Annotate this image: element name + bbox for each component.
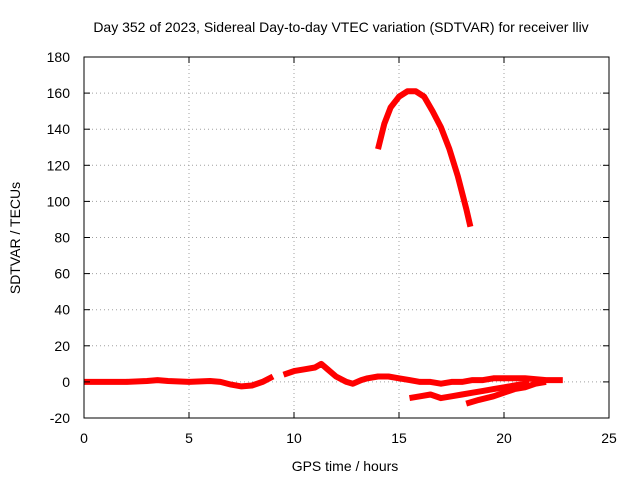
x-tick-label: 0: [80, 430, 88, 446]
y-tick-label: 80: [54, 230, 70, 246]
y-tick-label: 160: [47, 85, 71, 101]
y-tick-label: 0: [62, 374, 70, 390]
x-tick-label: 15: [391, 430, 407, 446]
x-tick-label: 25: [601, 430, 617, 446]
y-tick-label: 60: [54, 266, 70, 282]
plot-area: [84, 88, 563, 407]
grid-lines: [84, 57, 609, 418]
series-line-3: [408, 380, 530, 402]
y-tick-label: 120: [47, 157, 71, 173]
chart-title: Day 352 of 2023, Sidereal Day-to-day VTE…: [93, 19, 588, 35]
series-line-1: [84, 373, 275, 390]
x-tick-label: 5: [185, 430, 193, 446]
series-line-2: [282, 360, 563, 387]
y-tick-label: 100: [47, 193, 71, 209]
x-axis-label: GPS time / hours: [292, 458, 399, 474]
plot-frame: [83, 56, 610, 419]
x-tick-label: 20: [496, 430, 512, 446]
y-tick-label: 40: [54, 302, 70, 318]
y-tick-label: -20: [50, 410, 70, 426]
y-axis-label: SDTVAR / TECUs: [7, 182, 23, 294]
y-tick-label: 20: [54, 338, 70, 354]
y-tick-label: 140: [47, 121, 71, 137]
y-tick-label: 180: [47, 49, 71, 65]
series-line-4: [465, 378, 547, 407]
series-line-5: [375, 88, 474, 228]
x-tick-label: 10: [286, 430, 302, 446]
